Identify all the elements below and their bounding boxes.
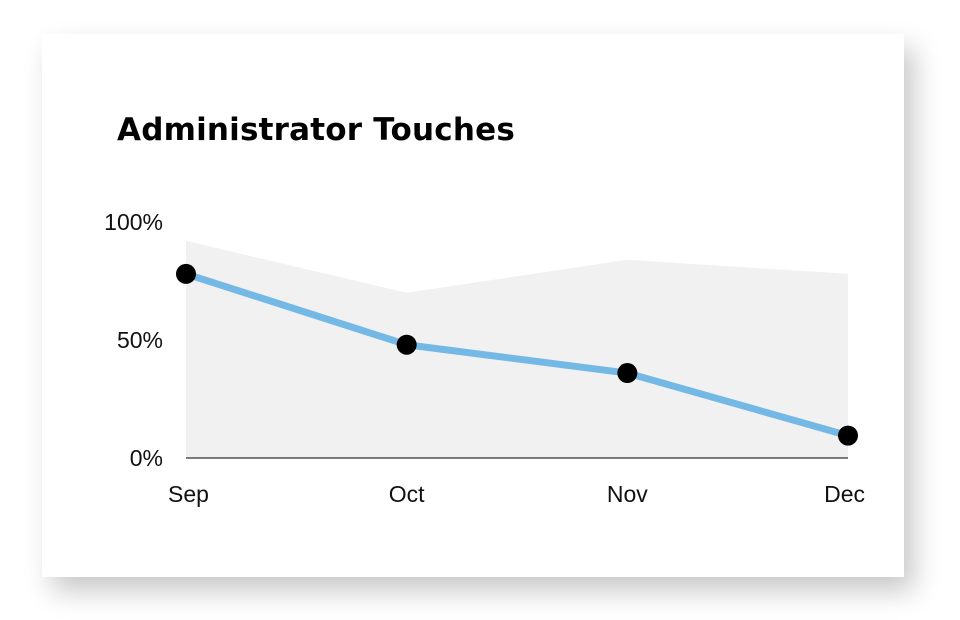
- data-point-dec: [838, 425, 858, 446]
- data-point-sep: [176, 263, 196, 284]
- x-tick-label: Nov: [607, 481, 648, 507]
- x-tick-labels: Sep Oct Nov Dec: [168, 481, 865, 507]
- x-tick-label: Oct: [389, 481, 425, 507]
- background-area: [186, 240, 848, 458]
- y-tick-label: 0%: [130, 445, 163, 471]
- y-tick-label: 100%: [104, 209, 163, 235]
- chart-title: Administrator Touches: [117, 112, 515, 148]
- series-line: [182, 270, 852, 440]
- x-tick-label: Dec: [824, 481, 865, 507]
- data-point-nov: [617, 363, 638, 384]
- x-tick-label: Sep: [168, 481, 209, 507]
- data-point-oct: [396, 334, 417, 355]
- data-points: [176, 263, 858, 446]
- y-tick-label: 50%: [117, 327, 163, 353]
- y-tick-labels: 0% 50% 100%: [104, 209, 163, 471]
